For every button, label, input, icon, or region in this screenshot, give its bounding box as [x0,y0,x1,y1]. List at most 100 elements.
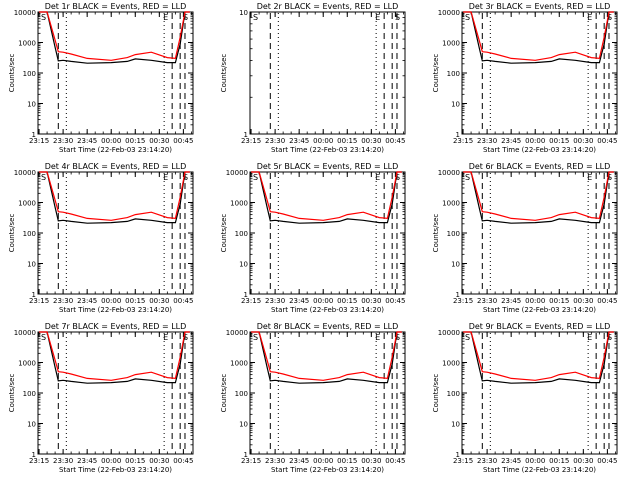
y-tick-label: 1 [456,291,460,299]
y-tick-label: 100 [447,70,460,78]
chart-title: Det 1r BLACK = Events, RED = LLD [45,2,187,11]
lld-series-line [463,11,614,61]
x-tick-label: 00:30 [573,297,593,305]
x-tick-label: 00:00 [525,137,545,145]
x-axis-label: Start Time (22-Feb-03 23:14:20) [59,306,172,314]
x-tick-label: 23:45 [77,297,97,305]
x-tick-label: 23:15 [241,457,261,465]
x-tick-label: 23:30 [477,137,497,145]
marker-label: E [163,333,168,342]
marker-label: S [253,173,258,182]
chart-panel: Det 3r BLACK = Events, RED = LLD 1 10 100 10… [432,2,618,154]
x-tick-label: 00:45 [385,137,405,145]
x-tick-label: 23:45 [501,457,521,465]
marker-label: E [587,13,592,22]
y-tick-label: 1000 [18,200,36,208]
x-tick-label: 00:30 [149,137,169,145]
y-tick-label: 10 [27,101,36,109]
lld-series-line [39,11,190,61]
chart-panel: Det 8r BLACK = Events, RED = LLD 1 10 100 10… [220,322,406,474]
marker-label: S [183,13,188,22]
x-tick-label: 23:15 [453,457,473,465]
marker-label: S [607,333,612,342]
x-tick-label: 00:15 [549,457,569,465]
x-tick-label: 23:30 [53,297,73,305]
y-tick-label: 10 [27,261,36,269]
chart-panel: Det 9r BLACK = Events, RED = LLD 1 10 100 10… [432,322,618,474]
plot-frame [37,171,194,295]
lld-series-line [463,331,614,381]
events-series-line [463,171,614,224]
y-tick-label: 10000 [14,329,36,337]
x-tick-label: 00:15 [337,297,357,305]
marker-label: S [395,173,400,182]
chart-panel: Det 2r BLACK = Events, RED = LLD 1 10 23:15… [220,2,406,154]
y-tick-label: 1 [244,291,248,299]
x-tick-label: 00:15 [337,137,357,145]
x-tick-label: 23:30 [477,457,497,465]
x-tick-label: 00:45 [597,137,617,145]
chart-panel: Det 7r BLACK = Events, RED = LLD 1 10 100 10… [8,322,194,474]
events-series-line [463,11,614,64]
x-tick-label: 00:15 [549,137,569,145]
x-tick-label: 00:00 [313,297,333,305]
x-tick-label: 23:15 [453,137,473,145]
y-tick-label: 100 [235,390,248,398]
x-axis-label: Start Time (22-Feb-03 23:14:20) [483,306,596,314]
x-tick-label: 00:15 [125,457,145,465]
events-series-line [251,171,402,224]
chart-title: Det 4r BLACK = Events, RED = LLD [45,162,187,171]
marker-label: E [587,173,592,182]
x-tick-label: 00:45 [385,457,405,465]
x-tick-label: 23:30 [53,457,73,465]
x-tick-label: 00:45 [597,297,617,305]
marker-label: E [587,333,592,342]
plot-frame [461,331,618,455]
x-tick-label: 00:30 [361,457,381,465]
x-axis-label: Start Time (22-Feb-03 23:14:20) [483,146,596,154]
y-tick-label: 10000 [438,329,460,337]
marker-label: S [395,13,400,22]
y-tick-label: 1 [32,131,36,139]
x-tick-label: 00:15 [125,137,145,145]
y-tick-label: 100 [23,390,36,398]
y-tick-label: 1000 [18,360,36,368]
plot-frame [37,11,194,135]
x-tick-label: 23:45 [289,297,309,305]
marker-label: S [41,333,46,342]
events-series-line [251,331,402,384]
marker-label: S [465,333,470,342]
x-tick-label: 00:00 [101,457,121,465]
chart-panel: Det 6r BLACK = Events, RED = LLD 1 10 100 10… [432,162,618,314]
marker-label: E [375,13,380,22]
x-tick-label: 00:00 [525,297,545,305]
x-tick-label: 00:15 [549,297,569,305]
y-axis-label: Counts/sec [432,214,440,253]
x-tick-label: 00:30 [149,457,169,465]
marker-label: S [607,173,612,182]
events-series-line [39,11,190,64]
y-tick-label: 10000 [438,9,460,17]
marker-label: S [253,333,258,342]
chart-panel: Det 1r BLACK = Events, RED = LLD 1 10 100 10… [8,2,194,154]
lld-series-line [39,171,190,221]
marker-label: E [163,13,168,22]
y-tick-label: 10 [451,261,460,269]
y-tick-label: 10 [451,421,460,429]
y-axis-label: Counts/sec [432,54,440,93]
x-axis-label: Start Time (22-Feb-03 23:14:20) [271,306,384,314]
x-tick-label: 23:15 [29,457,49,465]
x-tick-label: 00:45 [385,297,405,305]
plot-frame [461,171,618,295]
x-axis-label: Start Time (22-Feb-03 23:14:20) [483,466,596,474]
marker-label: S [465,13,470,22]
events-series-line [463,331,614,384]
marker-label: E [375,333,380,342]
x-tick-label: 23:15 [241,137,261,145]
y-tick-label: 100 [23,230,36,238]
y-tick-label: 10 [27,421,36,429]
marker-label: S [607,13,612,22]
plot-frame [461,11,618,135]
marker-label: S [183,173,188,182]
